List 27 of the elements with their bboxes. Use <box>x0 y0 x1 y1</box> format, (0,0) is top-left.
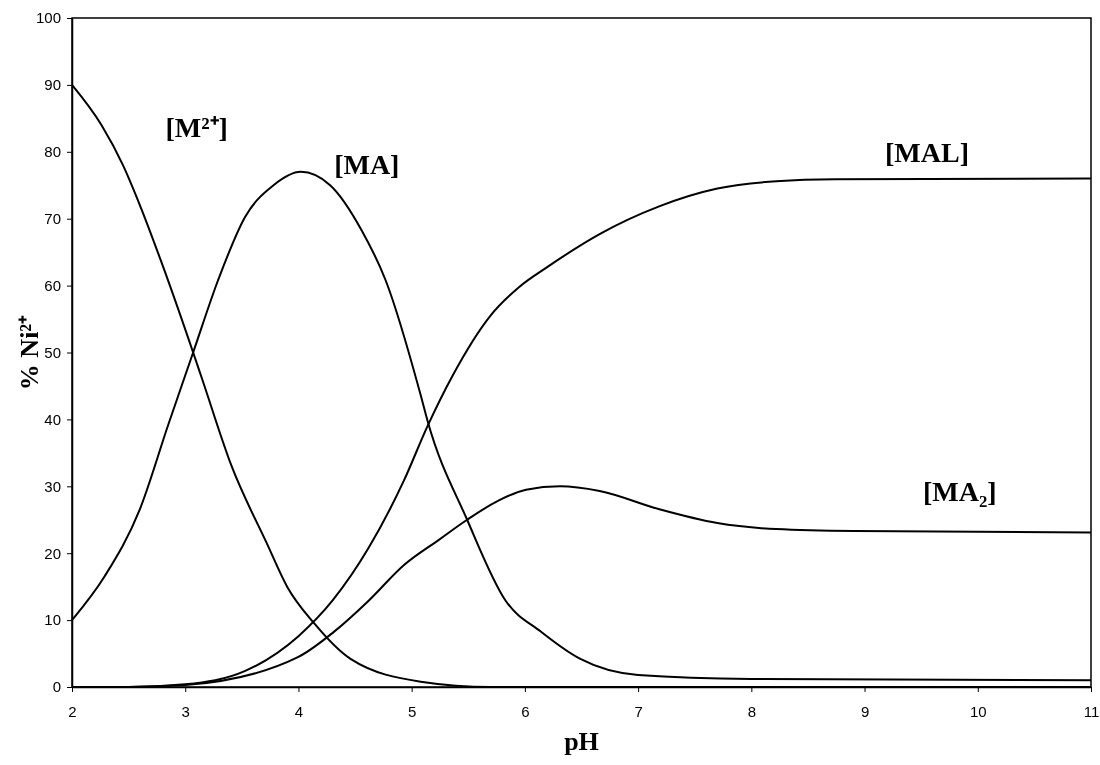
x-tick-label: 10 <box>969 702 987 720</box>
x-tick-label: 9 <box>860 702 870 720</box>
y-tick-label: 40 <box>44 410 61 428</box>
x-tick-label: 6 <box>521 702 530 720</box>
x-tick-label: 11 <box>1083 702 1100 720</box>
x-tick-label: 4 <box>294 702 304 720</box>
y-tick-label: 20 <box>44 544 61 562</box>
y-tick-label: 50 <box>44 343 61 361</box>
series-label: [MA] <box>334 149 400 181</box>
x-tick-label: 5 <box>407 702 417 720</box>
y-tick-label: 70 <box>44 210 61 227</box>
x-tick-label: 3 <box>181 702 190 720</box>
y-tick-label: 80 <box>44 143 61 161</box>
series-label: [MAL] <box>885 136 969 168</box>
series-label: [MA₂] <box>923 476 997 508</box>
y-tick-label: 30 <box>44 477 61 495</box>
y-axis-title: % Ni²⁺ <box>15 314 44 391</box>
x-tick-label: 8 <box>747 702 757 720</box>
x-axis-title: pH <box>564 727 599 756</box>
y-tick-label: 60 <box>44 276 61 294</box>
series-label: [M²⁺] <box>165 112 228 144</box>
x-tick-label: 7 <box>634 702 643 720</box>
y-tick-label: 100 <box>35 9 61 27</box>
y-tick-label: 0 <box>52 678 61 696</box>
y-tick-label: 10 <box>44 611 61 629</box>
y-tick-label: 90 <box>44 76 61 94</box>
x-tick-label: 2 <box>68 702 77 720</box>
